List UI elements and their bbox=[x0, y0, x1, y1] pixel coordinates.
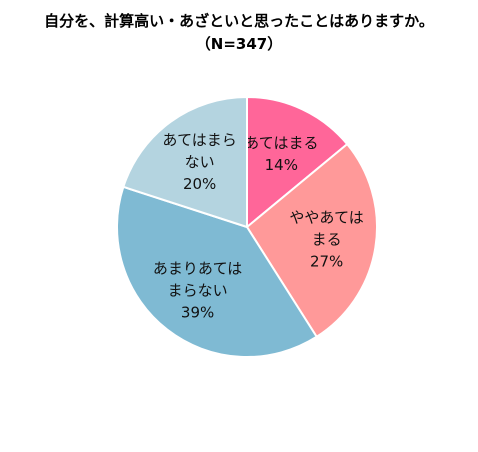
slice-value-label: 39% bbox=[181, 304, 214, 322]
chart-title: 自分を、計算高い・あざといと思ったことはありますか。 （N=347） bbox=[0, 10, 478, 56]
pie-slice bbox=[246, 143, 378, 338]
pie-slice bbox=[122, 96, 248, 228]
slice-category-label: まらない bbox=[168, 282, 228, 300]
chart-subtitle: （N=347） bbox=[195, 35, 283, 53]
slice-label-group: あてはまる 14% bbox=[244, 134, 318, 174]
slice-category-label: まる bbox=[312, 231, 342, 249]
chart-title-line: 自分を、計算高い・あざといと思ったことはありますか。 bbox=[44, 12, 434, 30]
slice-category-label: ややあては bbox=[289, 209, 363, 227]
slice-value-label: 27% bbox=[310, 253, 343, 271]
pie-slice bbox=[246, 96, 349, 228]
slice-category-label: あてはまら bbox=[162, 131, 236, 149]
slice-category-label: あまりあては bbox=[153, 260, 242, 278]
pie-slice bbox=[116, 185, 318, 358]
slice-value-label: 20% bbox=[183, 175, 216, 193]
slice-value-label: 14% bbox=[265, 156, 298, 174]
slice-category-label: ない bbox=[185, 153, 215, 171]
slice-category-label: あてはまる bbox=[244, 134, 318, 152]
